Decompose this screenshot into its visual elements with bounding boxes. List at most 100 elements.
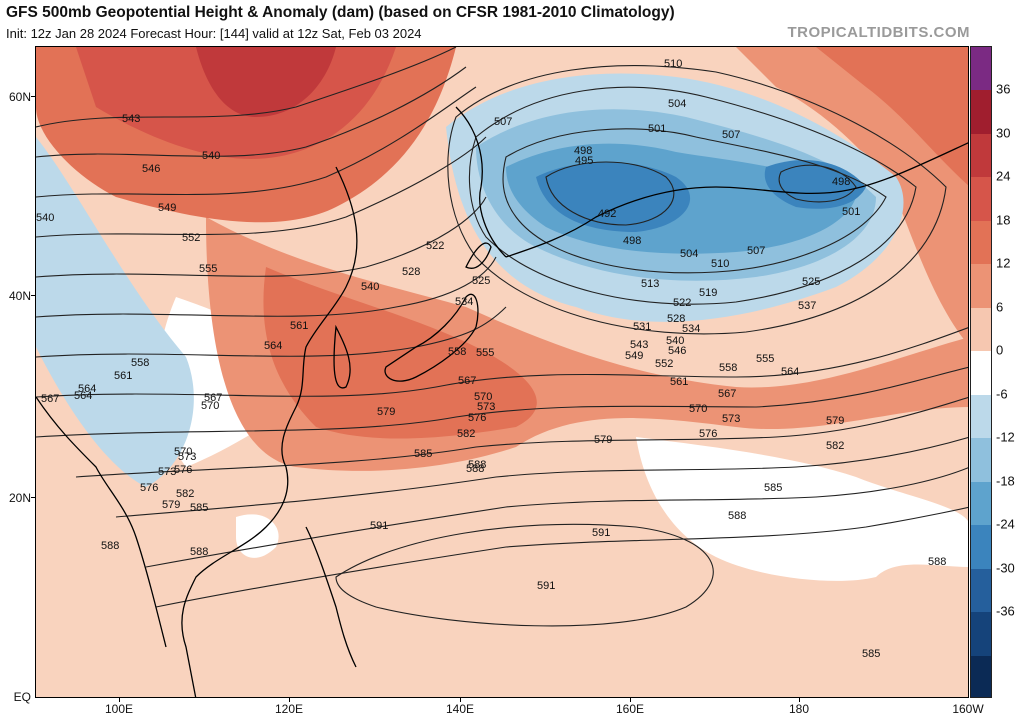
- contour-label-text: 507: [722, 129, 740, 141]
- y-tick-label-eq: EQ: [13, 690, 31, 704]
- contour-label-text: 510: [664, 58, 682, 70]
- contour-label: 558: [448, 346, 466, 358]
- map-panel[interactable]: 510 504 507 501 507 498 495 492 498 498 501 504 507 5…: [35, 46, 969, 698]
- contour-label: 576: [140, 482, 158, 494]
- x-tick-180: [799, 698, 800, 702]
- contour-label: 546: [668, 345, 686, 357]
- contour-label-text: 504: [668, 98, 686, 110]
- contour-label-text: 588: [728, 510, 746, 522]
- contour-label-text: 558: [448, 346, 466, 358]
- contour-label: 567: [718, 388, 736, 400]
- contour-label: 579: [594, 434, 612, 446]
- contour-label-text: 573: [722, 413, 740, 425]
- contour-label: 588: [928, 556, 946, 568]
- contour-label: 585: [414, 448, 432, 460]
- contour-label-text: 561: [290, 320, 308, 332]
- contour-label: 552: [182, 232, 200, 244]
- contour-label-text: 498: [623, 235, 641, 247]
- contour-label: 567: [204, 392, 222, 404]
- contour-label-text: 543: [122, 113, 140, 125]
- colorbar-segment: [971, 133, 991, 178]
- contour-label-text: 588: [468, 459, 486, 471]
- height-contours: [36, 47, 968, 627]
- colorbar-label: -12: [996, 429, 1015, 445]
- contour-label-text: 504: [680, 248, 698, 260]
- contour-label: 591: [537, 580, 555, 592]
- y-tick-label-40n: 40N: [8, 289, 31, 303]
- contour-label-text: 582: [176, 488, 194, 500]
- contour-label: 540: [666, 335, 684, 347]
- contour-label-text: 525: [802, 276, 820, 288]
- x-tick-160e: [630, 698, 631, 702]
- contour-label: 507: [722, 129, 740, 141]
- colorbar-segment: [971, 90, 991, 135]
- colorbar-segment: [971, 612, 991, 657]
- y-tick-40n: [31, 295, 35, 296]
- colorbar-segment: [971, 351, 991, 396]
- contour-label-text: 591: [592, 527, 610, 539]
- colorbar-label: 6: [996, 299, 1004, 315]
- contour-label-text: 564: [74, 390, 92, 402]
- colorbar-segment: [971, 264, 991, 309]
- contour-label: 588: [190, 546, 208, 558]
- colorbar-label: 0: [996, 342, 1004, 358]
- contour-label: 540: [202, 150, 220, 162]
- colorbar-segment: [971, 568, 991, 613]
- contour-label: 573: [722, 413, 740, 425]
- x-tick-140e: [460, 698, 461, 702]
- contour-label-text: 552: [182, 232, 200, 244]
- contour-label-text: 561: [670, 376, 688, 388]
- contour-label-text: 501: [842, 206, 860, 218]
- contour-label: 585: [764, 482, 782, 494]
- contour-label: 561: [290, 320, 308, 332]
- contour-label-text: 576: [174, 464, 192, 476]
- x-tick-100e: [119, 698, 120, 702]
- contour-label: 564: [781, 366, 799, 378]
- contour-label-text: 573: [178, 451, 196, 463]
- contour-label: 564: [78, 383, 96, 395]
- contour-label: 519: [699, 287, 717, 299]
- colorbar-label: 12: [996, 255, 1011, 271]
- contour-label-text: 579: [594, 434, 612, 446]
- contour-label-text: 546: [142, 163, 160, 175]
- contour-label-text: 564: [78, 383, 96, 395]
- contour-label-text: 585: [190, 502, 208, 514]
- contour-label-text: 555: [756, 353, 774, 365]
- colorbar-label: 30: [996, 125, 1011, 141]
- contour-label: 498: [623, 235, 641, 247]
- contour-label-text: 537: [798, 300, 816, 312]
- contour-label: 588: [101, 540, 119, 552]
- contour-label-text: 495: [575, 155, 593, 167]
- anomaly-fill-north-asia-24: [196, 47, 336, 117]
- colorbar-segment: [971, 307, 991, 352]
- colorbar-segment: [971, 394, 991, 439]
- contour-label: 570: [174, 446, 192, 458]
- contour-label: 573: [178, 451, 196, 463]
- anomaly-fill-trough-24-west: [536, 162, 691, 232]
- contour-label-text: 564: [781, 366, 799, 378]
- source-watermark: TROPICALTIDBITS.COM: [787, 24, 970, 41]
- contour-label: 558: [719, 362, 737, 374]
- contour-label-text: 540: [666, 335, 684, 347]
- contour-label: 570: [689, 403, 707, 415]
- x-tick-label-140e: 140E: [445, 702, 475, 716]
- x-tick-label-180: 180: [788, 702, 810, 716]
- contour-label-text: 519: [699, 287, 717, 299]
- contour-label: 546: [142, 163, 160, 175]
- contour-label-text: 528: [402, 266, 420, 278]
- colorbar-segment: [971, 655, 991, 697]
- contour-label: 504: [680, 248, 698, 260]
- contour-label: 540: [36, 212, 54, 224]
- contour-label: 582: [457, 428, 475, 440]
- y-tick-label-20n: 20N: [8, 491, 31, 505]
- contour-label: 528: [667, 313, 685, 325]
- contour-label-text: 576: [140, 482, 158, 494]
- contour-label-text: 534: [682, 323, 700, 335]
- contour-label-text: 546: [668, 345, 686, 357]
- contour-label: 564: [264, 340, 282, 352]
- contour-label: 522: [426, 240, 444, 252]
- contour-label: 561: [114, 370, 132, 382]
- colorbar-label: 36: [996, 81, 1011, 97]
- contour-label: 525: [472, 275, 490, 287]
- contour-label: 582: [176, 488, 194, 500]
